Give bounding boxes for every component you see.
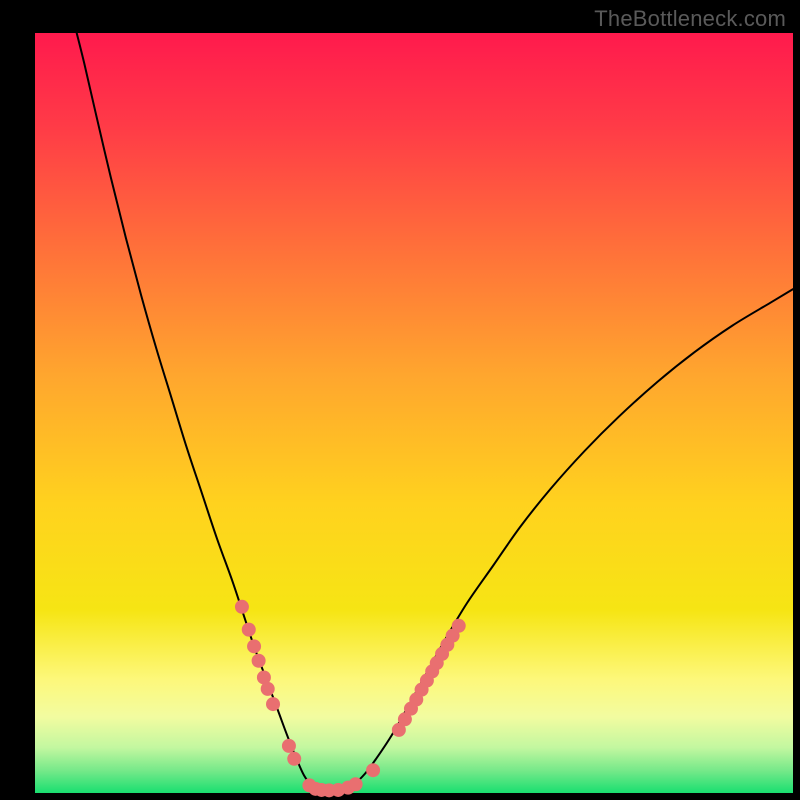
data-dot — [242, 623, 256, 637]
data-dot — [282, 739, 296, 753]
watermark-text: TheBottleneck.com — [594, 6, 786, 32]
data-dot — [366, 763, 380, 777]
chart-svg — [35, 33, 793, 793]
data-dot — [261, 682, 275, 696]
plot-area — [35, 33, 793, 793]
data-dots — [235, 600, 466, 798]
data-dot — [235, 600, 249, 614]
data-dot — [287, 752, 301, 766]
data-dot — [252, 654, 266, 668]
stage: TheBottleneck.com — [0, 0, 800, 800]
data-dot — [247, 639, 261, 653]
data-dot — [452, 619, 466, 633]
data-dot — [349, 777, 363, 791]
data-dot — [266, 697, 280, 711]
